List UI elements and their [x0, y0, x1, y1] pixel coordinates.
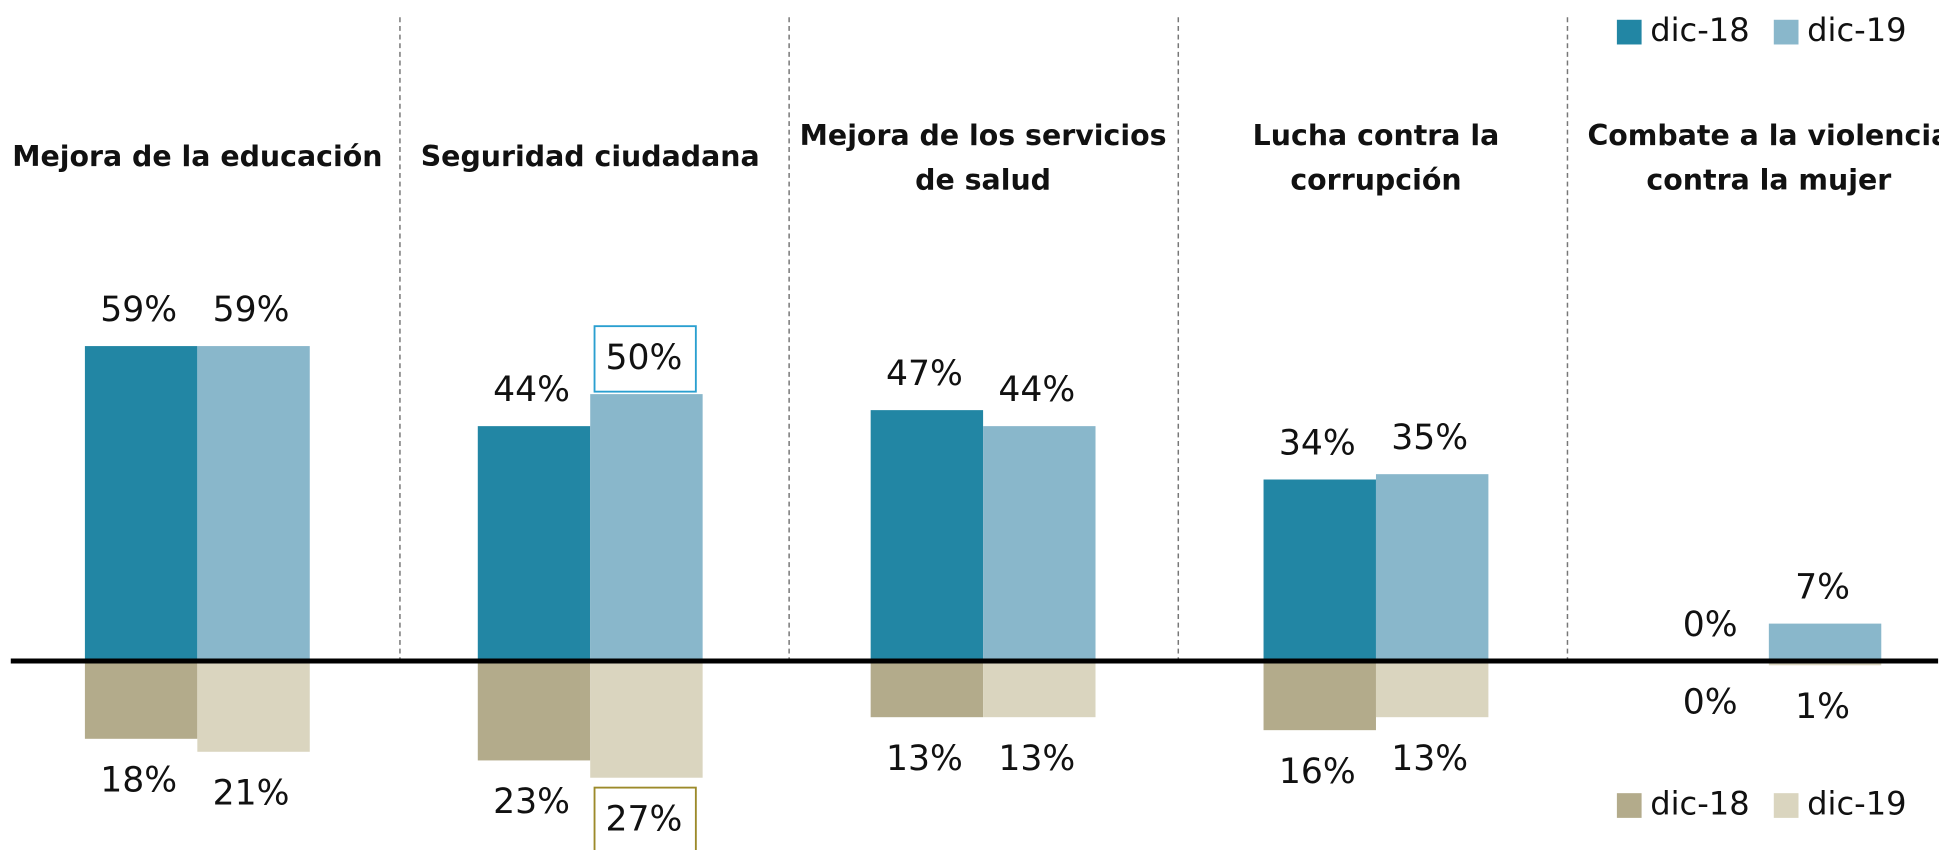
value-label: 34%: [1279, 423, 1356, 463]
category-title: Seguridad ciudadana: [421, 140, 760, 173]
category-title: Combate a la violencia: [1587, 119, 1939, 152]
bar: [590, 660, 703, 778]
bar: [983, 660, 1096, 718]
bar: [197, 346, 310, 661]
legend-swatch: [1616, 793, 1642, 818]
value-label: 1%: [1795, 687, 1850, 727]
value-label: 35%: [1391, 418, 1468, 458]
value-label: 13%: [1391, 739, 1468, 779]
value-label: 16%: [1279, 752, 1356, 792]
value-label: 0%: [1683, 683, 1738, 723]
category-title: Mejora de la educación: [12, 140, 382, 173]
bar: [477, 660, 591, 761]
bar: [477, 426, 591, 661]
value-label: 59%: [213, 290, 290, 330]
bar: [1768, 623, 1882, 661]
bar: [590, 394, 703, 661]
category-title: corrupción: [1290, 164, 1461, 197]
value-label: 13%: [998, 739, 1075, 779]
bar: [1263, 479, 1376, 661]
legend-label: dic-18: [1650, 785, 1749, 823]
legend-swatch: [1773, 793, 1799, 818]
bar: [870, 410, 984, 661]
legend-label: dic-19: [1807, 11, 1906, 49]
value-label: 23%: [493, 782, 570, 822]
value-label: 0%: [1683, 605, 1738, 645]
category-title: Mejora de los servicios: [800, 119, 1167, 152]
value-label: 27%: [606, 799, 683, 839]
value-label: 7%: [1795, 568, 1850, 608]
category-title: contra la mujer: [1646, 164, 1891, 197]
legend-label: dic-19: [1807, 785, 1906, 823]
legend-swatch: [1773, 19, 1799, 45]
value-label: 50%: [606, 338, 683, 378]
category-title: Lucha contra la: [1253, 119, 1500, 152]
value-label: 44%: [998, 370, 1075, 410]
bar: [1263, 660, 1376, 731]
legend-label: dic-18: [1650, 11, 1749, 49]
value-label: 21%: [213, 774, 290, 814]
value-label: 18%: [100, 761, 177, 801]
value-label: 44%: [493, 370, 570, 410]
value-label: 59%: [100, 290, 177, 330]
bar: [983, 426, 1096, 661]
bar: [197, 660, 310, 752]
bar: [1375, 660, 1489, 718]
highlight-box: [593, 325, 697, 393]
value-label: 47%: [886, 354, 963, 394]
bar: [870, 660, 984, 718]
bar: [84, 660, 198, 739]
category-title: de salud: [915, 164, 1051, 197]
dividers: [399, 17, 1569, 661]
bar: [84, 346, 198, 661]
legend-swatch: [1616, 19, 1642, 45]
value-label: 13%: [886, 739, 963, 779]
bar: [1375, 474, 1489, 661]
